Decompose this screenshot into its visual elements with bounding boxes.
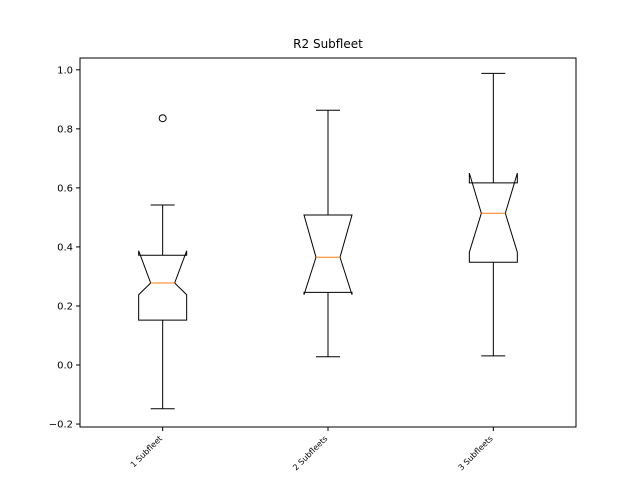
- x-axis: 1 Subfleet 2 Subfleets 3 Subfleets: [129, 427, 495, 472]
- chart-title: R2 Subfleet: [293, 37, 363, 51]
- y-tick-label: −0.2: [49, 420, 73, 431]
- x-tick-label: 3 Subfleets: [457, 434, 495, 472]
- y-tick-label: 0.0: [57, 361, 73, 372]
- y-tick-label: 0.2: [57, 301, 73, 312]
- x-tick-label: 2 Subfleets: [291, 434, 329, 472]
- y-tick-label: 0.4: [57, 242, 73, 253]
- y-tick-label: 0.6: [57, 183, 73, 194]
- notched-box: [138, 250, 188, 321]
- box-1: [138, 114, 188, 410]
- y-tick-label: 1.0: [57, 65, 73, 76]
- notched-box: [468, 172, 518, 263]
- y-axis: −0.2 0.0 0.2 0.4 0.6 0.8 1.0: [49, 65, 80, 431]
- outlier-point: [158, 114, 167, 123]
- y-tick-label: 0.8: [57, 124, 73, 135]
- plot-area: [138, 72, 518, 410]
- notched-box: [303, 214, 353, 295]
- box-3: [468, 72, 518, 357]
- x-tick-label: 1 Subfleet: [129, 434, 164, 469]
- box-2: [303, 109, 353, 358]
